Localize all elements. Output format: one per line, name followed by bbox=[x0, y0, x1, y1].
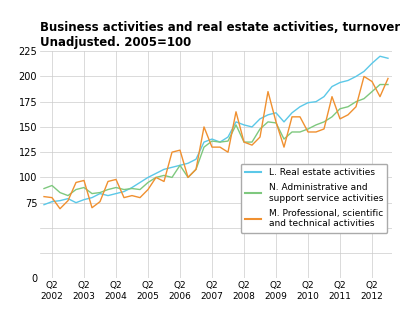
Text: Business activities and real estate activities, turnover index.
Unadjusted. 2005: Business activities and real estate acti… bbox=[40, 21, 400, 49]
Legend: L. Real estate activities, N. Administrative and
support service activities, M. : L. Real estate activities, N. Administra… bbox=[241, 164, 388, 233]
